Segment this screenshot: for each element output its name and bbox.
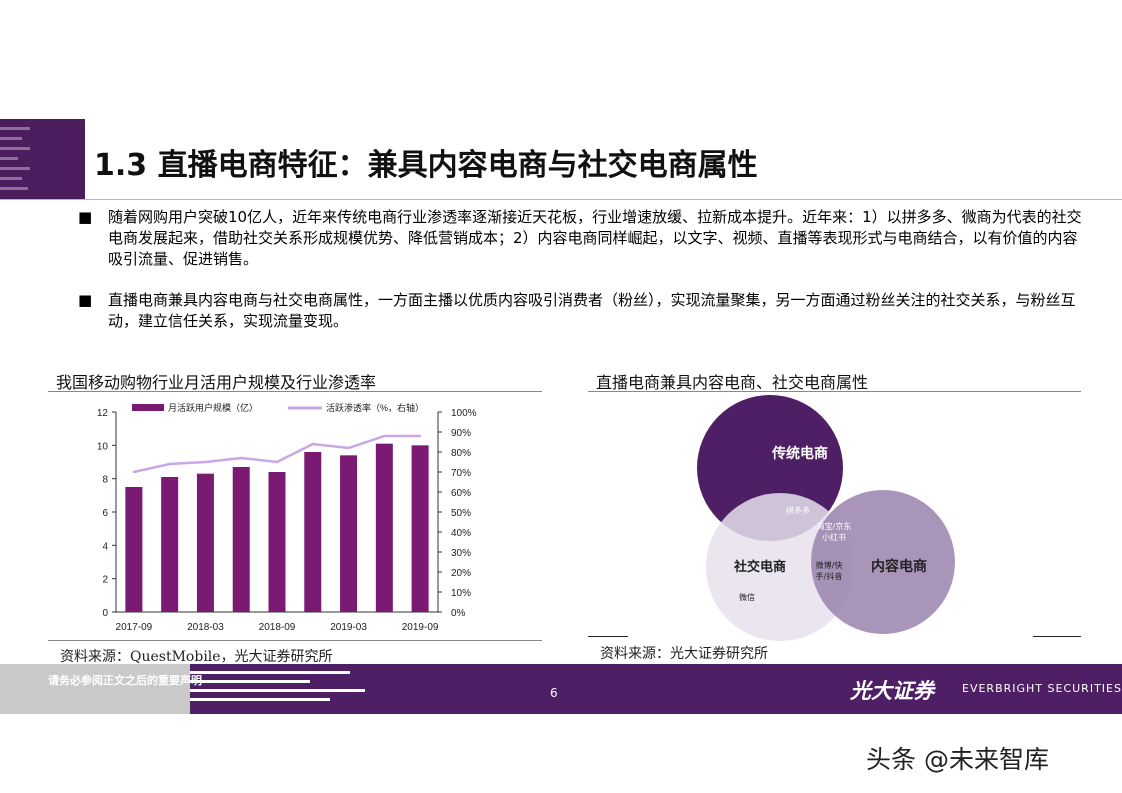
brand-name-cn: 光大证券 — [850, 678, 934, 703]
left-tick-label: 10 — [97, 441, 109, 452]
line-point — [240, 456, 243, 460]
footer-stripe — [190, 671, 350, 674]
right-tick-label: 90% — [451, 428, 471, 439]
bullet-text: 随着网购用户突破10亿人，近年来传统电商行业渗透率逐渐接近天花板，行业增速放缓、… — [108, 208, 1082, 268]
right-tick-label: 40% — [451, 528, 471, 539]
slide-title: 1.3 直播电商特征：兼具内容电商与社交电商属性 — [94, 148, 758, 183]
left-panel-bottom-rule — [48, 640, 542, 641]
label-pinduoduo: 拼多多 — [786, 505, 810, 515]
right-panel-rule — [588, 391, 1081, 392]
title-divider — [0, 199, 1122, 200]
label-content: 内容电商 — [871, 558, 927, 575]
right-panel-rule-right — [1033, 636, 1081, 637]
brand-name-en: EVERBRIGHT SECURITIES — [962, 682, 1122, 695]
right-tick-label: 50% — [451, 508, 471, 519]
right-tick-label: 100% — [451, 408, 477, 419]
footer-left-block — [0, 664, 190, 714]
x-tick-label: 2018-09 — [259, 622, 296, 633]
legend-swatch-bars — [132, 404, 164, 411]
x-tick-label: 2019-09 — [402, 622, 439, 633]
usage-chart-svg: 0 2 4 6 8 10 12 0% 10% 20% 30% 40% 50% 60% 70% 80% 90% 10… — [97, 402, 477, 633]
right-tick-label: 80% — [451, 448, 471, 459]
left-tick-label: 12 — [97, 408, 109, 419]
line-point — [418, 434, 422, 438]
bar — [232, 467, 250, 612]
footer-disclaimer: 请务必参阅正文之后的重要声明 — [48, 674, 202, 687]
line-point — [132, 470, 136, 474]
bar — [196, 473, 214, 612]
bullet-mark: ■ — [78, 208, 93, 226]
right-tick-label: 10% — [451, 588, 471, 599]
x-tick-label: 2019-03 — [330, 622, 367, 633]
right-panel-title: 直播电商兼具内容电商、社交电商属性 — [596, 373, 869, 392]
right-tick-label: 20% — [451, 568, 471, 579]
circle-social — [706, 493, 854, 641]
line-point — [204, 460, 207, 464]
label-wechat: 微信 — [739, 592, 755, 602]
line-point — [311, 442, 314, 446]
right-tick-label: 70% — [451, 468, 471, 479]
left-tick-label: 2 — [102, 575, 108, 586]
right-tick-label: 60% — [451, 488, 471, 499]
bar — [161, 477, 179, 612]
left-panel-title: 我国移动购物行业月活用户规模及行业渗透率 — [56, 373, 377, 392]
circle-content — [811, 490, 955, 634]
label-xiaohongshu: 小红书 — [822, 532, 846, 542]
x-tick-label: 2017-09 — [116, 622, 153, 633]
left-tick-label: 6 — [102, 508, 108, 519]
x-tick-label: 2018-03 — [187, 622, 224, 633]
footer-stripe — [190, 698, 330, 701]
right-panel-rule-left — [588, 636, 628, 637]
company-logo-mark — [0, 119, 85, 199]
bullet-text: 直播电商兼具内容电商与社交电商属性，一方面主播以优质内容吸引消费者（粉丝），实现… — [108, 291, 1076, 330]
bar — [268, 472, 286, 612]
watermark: 头条 @未来智库 — [866, 745, 1049, 774]
bullet-mark: ■ — [78, 291, 93, 309]
page-number: 6 — [550, 686, 558, 700]
footer-stripe — [190, 689, 365, 692]
line-point — [347, 446, 350, 450]
usage-chart: 0 2 4 6 8 10 12 0% 10% 20% 30% 40% 50% 60% 70% 80% 90% 10… — [50, 392, 542, 638]
right-tick-label: 30% — [451, 548, 471, 559]
right-panel-source: 资料来源：光大证券研究所 — [600, 646, 768, 662]
left-panel-rule — [48, 391, 542, 392]
left-tick-label: 8 — [102, 475, 108, 486]
venn-diagram: 传统电商 社交电商 内容电商 拼多多 淘宝/京东 小红书 微博/快 手/抖音 微… — [588, 388, 1088, 648]
bar — [411, 445, 429, 612]
right-tick-label: 0% — [451, 608, 466, 619]
line-point — [168, 462, 171, 466]
left-tick-label: 4 — [102, 541, 108, 552]
footer-stripe — [190, 680, 310, 683]
venn-svg: 传统电商 社交电商 内容电商 拼多多 淘宝/京东 小红书 微博/快 手/抖音 微… — [697, 395, 955, 641]
line-point — [383, 434, 386, 438]
legend-label-bars: 月活跃用户规模（亿） — [168, 402, 258, 413]
left-tick-label: 0 — [102, 608, 108, 619]
line-point — [275, 460, 279, 464]
label-traditional: 传统电商 — [771, 445, 828, 462]
bar — [125, 487, 143, 612]
bar — [304, 452, 322, 612]
bar — [340, 455, 358, 612]
legend-label-line: 活跃渗透率（%，右轴） — [326, 402, 424, 413]
bar — [375, 443, 393, 612]
label-taobao-jd: 淘宝/京东 — [817, 521, 852, 531]
left-panel-source: 资料来源：QuestMobile，光大证券研究所 — [60, 649, 333, 665]
label-shou-douyin: 手/抖音 — [816, 571, 843, 581]
label-social: 社交电商 — [733, 559, 786, 575]
label-weibo-kuai: 微博/快 — [816, 560, 843, 570]
